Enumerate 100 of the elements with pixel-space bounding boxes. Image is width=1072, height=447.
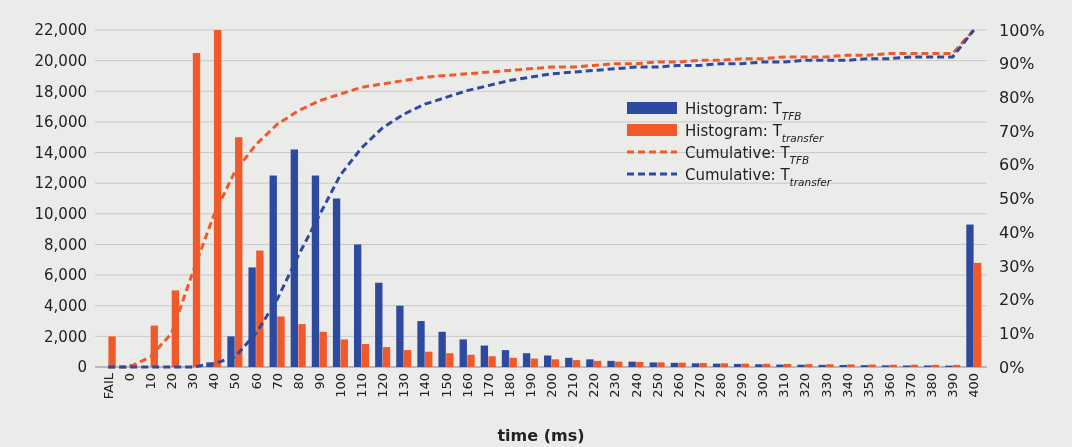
x-tick-label: 130 [396,373,412,398]
x-tick-label: 180 [501,373,517,398]
bar [354,244,362,367]
bar [783,363,792,367]
bar [332,198,341,367]
x-tick-label: 120 [375,373,391,398]
bar [480,345,489,367]
y-tick-label: 8,000 [44,235,87,254]
legend-label: Cumulative: T$_{TFB}$ [685,144,810,166]
y2-tick-label: 80% [999,88,1035,107]
y-tick-label: 16,000 [34,113,87,132]
bar [375,282,383,367]
x-tick-label: 140 [417,373,433,398]
bar [277,316,285,367]
y-tick-label: 18,000 [34,82,87,101]
x-tick-label: 90 [311,373,327,390]
x-tick-label: 350 [860,373,876,398]
x-tick-label: 150 [438,373,454,398]
x-tick-label: 170 [480,373,496,398]
bar [108,336,116,367]
x-tick-label: 260 [670,373,686,398]
bar [438,331,446,367]
x-tick-label: 290 [734,373,750,398]
x-tick-label: 20 [164,373,180,390]
x-tick-label: 230 [607,373,623,398]
bar [586,359,594,367]
bar [691,363,700,367]
y-tick-label: 12,000 [34,174,87,193]
x-tick-label: 400 [966,373,982,398]
y2-tick-label: 30% [999,256,1035,276]
x-tick-label: FAIL [100,372,116,400]
bar [522,353,531,367]
bar [636,361,644,367]
x-tick-label: 0 [121,373,137,382]
bar [966,224,974,367]
bar [396,305,404,367]
legend-label: Cumulative: T$_{transfer}$ [685,166,832,188]
bar [509,357,517,367]
bar [670,362,679,367]
y2-tick-label: 60% [999,155,1035,175]
bar [628,361,636,367]
y-tick-label: 4,000 [44,296,87,315]
x-tick-label: 50 [227,373,243,390]
bar [797,364,805,367]
x-tick-label: 40 [206,373,222,390]
bar [657,362,665,367]
x-tick-label: 160 [459,373,475,398]
x-tick-label: 380 [924,373,940,398]
x-tick-label: 30 [185,373,201,390]
bar [607,360,615,367]
x-tick-label: 330 [818,373,834,398]
bar [382,347,391,367]
x-tick-label: 250 [649,373,665,398]
y-tick-label: 14,000 [34,143,87,162]
bar [818,364,826,367]
x-axis-title: time (ms) [497,426,585,445]
bar [446,353,454,367]
bar [565,357,573,367]
bar [572,360,581,367]
x-tick-label: 310 [776,373,792,398]
y2-tick-label: 70% [999,121,1035,141]
x-tick-label: 70 [269,373,285,390]
y-tick-label: 6,000 [44,266,87,285]
bar [720,363,728,367]
bar [319,331,327,367]
legend-label: Histogram: T$_{TFB}$ [685,100,802,122]
bar [551,359,560,367]
bar [847,364,855,367]
bar [826,364,834,367]
legend-label: Histogram: T$_{transfer}$ [685,122,824,144]
bar [699,363,707,367]
x-tick-label: 80 [290,373,306,390]
bar [361,344,370,367]
bar [488,356,496,367]
y2-tick-label: 40% [999,222,1035,242]
x-tick-label: 360 [881,373,897,398]
bar [678,362,686,367]
bar [530,358,538,367]
bar [615,361,623,367]
y-tick-label: 0 [77,358,87,377]
bar [417,321,425,367]
bar [593,360,602,367]
bar [974,262,982,367]
bar [734,363,742,367]
y2-tick-label: 10% [999,323,1035,343]
x-tick-label: 370 [903,373,919,398]
bar [256,250,264,367]
y2-tick-label: 0% [999,357,1025,377]
bar [501,350,510,367]
x-tick-label: 200 [544,373,560,398]
y2-tick-label: 50% [999,189,1035,209]
y2-tick-label: 90% [999,54,1035,74]
x-tick-label: 390 [945,373,961,398]
x-tick-label: 100 [332,373,348,398]
bar [425,351,433,367]
bar [805,364,813,367]
bar [755,364,763,367]
y-tick-label: 10,000 [34,205,87,224]
bar [459,339,467,367]
x-tick-label: 10 [142,373,158,390]
